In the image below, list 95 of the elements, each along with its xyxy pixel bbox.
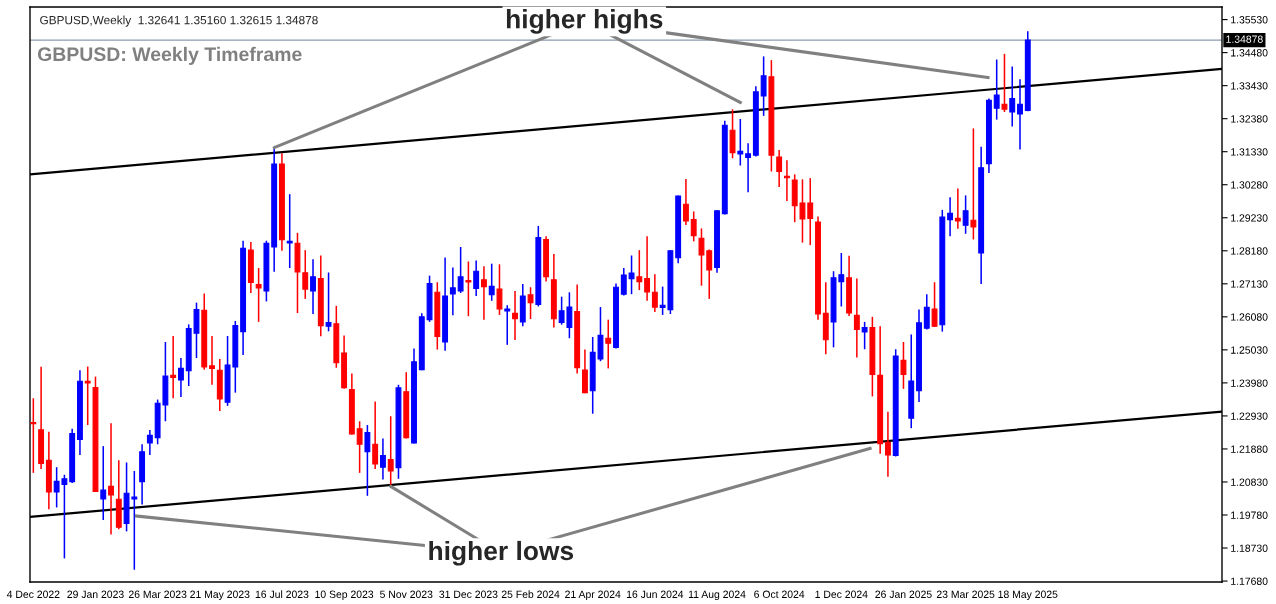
candlestick bbox=[993, 58, 1000, 121]
candlestick bbox=[1017, 78, 1023, 151]
y-tick-label: 1.18730 bbox=[1231, 544, 1268, 552]
candlestick bbox=[286, 193, 293, 269]
candlestick bbox=[364, 424, 371, 497]
candlestick bbox=[372, 400, 379, 470]
candlestick bbox=[84, 365, 91, 426]
y-tick-label: 1.21880 bbox=[1231, 445, 1268, 453]
y-tick-label: 1.27130 bbox=[1231, 280, 1268, 288]
candlestick bbox=[884, 411, 891, 478]
y-tick-label: 1.32380 bbox=[1231, 115, 1268, 123]
candlestick bbox=[636, 249, 643, 291]
candlestick bbox=[682, 178, 689, 226]
candlestick bbox=[737, 118, 744, 167]
candlestick bbox=[861, 321, 868, 350]
candlestick bbox=[387, 415, 394, 488]
x-tick-label: 6 Oct 2024 bbox=[754, 590, 805, 598]
x-tick-label: 4 Dec 2022 bbox=[6, 590, 60, 598]
candlestick bbox=[178, 357, 184, 398]
candlestick bbox=[504, 304, 511, 346]
candlestick bbox=[628, 254, 635, 295]
candlestick bbox=[776, 149, 783, 188]
x-tick-label: 18 May 2025 bbox=[998, 590, 1058, 601]
y-tick-label: 1.28180 bbox=[1231, 247, 1268, 255]
candlestick bbox=[496, 263, 503, 316]
candlestick bbox=[30, 397, 37, 474]
y-tick-label: 1.35530 bbox=[1231, 16, 1268, 24]
candlestick bbox=[651, 273, 658, 313]
candlestick bbox=[457, 246, 464, 294]
y-tick-label: 1.22930 bbox=[1231, 412, 1268, 420]
y-tick-label: 1.25030 bbox=[1231, 346, 1268, 354]
candlestick bbox=[108, 422, 114, 536]
candlestick bbox=[581, 348, 588, 395]
candlestick bbox=[512, 290, 518, 341]
candlestick bbox=[970, 127, 977, 241]
annotation: higher highs bbox=[506, 9, 663, 34]
candlestick bbox=[690, 210, 697, 243]
candlestick bbox=[644, 235, 651, 302]
y-tick-label: 1.30280 bbox=[1231, 181, 1268, 189]
candlestick bbox=[527, 286, 534, 320]
candlestick bbox=[325, 271, 332, 333]
text: GBPUSD: Weekly Timeframe bbox=[37, 46, 302, 65]
candlestick bbox=[449, 266, 456, 317]
candlestick bbox=[488, 262, 495, 302]
candlestick bbox=[923, 293, 930, 331]
y-tick-label: 1.31330 bbox=[1231, 148, 1268, 156]
x-tick-label: 26 Mar 2023 bbox=[128, 590, 187, 598]
candlestick bbox=[954, 187, 961, 230]
candlestick bbox=[745, 142, 752, 194]
candlestick bbox=[1009, 65, 1016, 128]
y-tick-label: 1.26080 bbox=[1231, 313, 1268, 321]
y-tick-label: 1.20830 bbox=[1231, 478, 1268, 486]
candlestick bbox=[947, 196, 954, 238]
candlestick bbox=[1001, 53, 1008, 113]
x-tick-label: 10 Sep 2023 bbox=[315, 590, 374, 601]
candlestick bbox=[729, 108, 736, 160]
y-tick-label: 1.29230 bbox=[1231, 214, 1268, 222]
candlestick bbox=[356, 420, 363, 474]
x-tick-label: 11 Aug 2024 bbox=[688, 590, 746, 601]
candlestick bbox=[209, 335, 215, 386]
candlestick bbox=[605, 318, 612, 370]
x-tick-label: 1 Dec 2024 bbox=[815, 590, 868, 598]
candlestick bbox=[760, 55, 767, 117]
candlestick bbox=[962, 194, 969, 235]
candlestick bbox=[931, 281, 938, 328]
x-tick-label: 21 May 2023 bbox=[190, 590, 250, 601]
y-tick-label: 1.17680 bbox=[1231, 577, 1268, 585]
annotation: higher lows bbox=[429, 540, 574, 566]
y-tick-label: 1.19780 bbox=[1231, 511, 1268, 519]
candlestick bbox=[310, 258, 316, 315]
x-tick-label: 26 Jan 2025 bbox=[875, 590, 932, 598]
candlestick bbox=[100, 445, 107, 521]
candlestick bbox=[473, 259, 480, 297]
candlestick bbox=[620, 267, 627, 297]
x-tick-label: 29 Jan 2023 bbox=[67, 590, 124, 598]
candlestick bbox=[900, 341, 907, 390]
x-tick-label: 21 Apr 2024 bbox=[565, 590, 621, 601]
y-tick-label: 1.34480 bbox=[1231, 49, 1268, 57]
x-tick-label: 16 Jul 2023 bbox=[255, 590, 309, 598]
candlestick bbox=[255, 267, 262, 323]
candlestick bbox=[146, 429, 153, 456]
x-tick-label: 5 Nov 2023 bbox=[380, 590, 433, 598]
candlestick bbox=[465, 260, 472, 317]
text: GBPUSD,Weekly 1.32641 1.35160 1.32615 1.34878 bbox=[40, 15, 318, 27]
candlestick bbox=[480, 265, 487, 321]
candlestick bbox=[170, 335, 177, 400]
ref-line-label: 1.34878 bbox=[1226, 35, 1263, 43]
y-tick-label: 1.23980 bbox=[1231, 379, 1268, 387]
x-tick-label: 31 Dec 2023 bbox=[439, 590, 498, 598]
x-tick-label: 23 Mar 2025 bbox=[936, 590, 995, 598]
x-tick-label: 25 Feb 2024 bbox=[501, 590, 560, 598]
candlestick bbox=[379, 437, 386, 481]
x-tick-label: 16 Jun 2024 bbox=[626, 590, 684, 598]
y-tick-label: 1.33430 bbox=[1231, 82, 1268, 90]
candlestick bbox=[853, 277, 860, 359]
